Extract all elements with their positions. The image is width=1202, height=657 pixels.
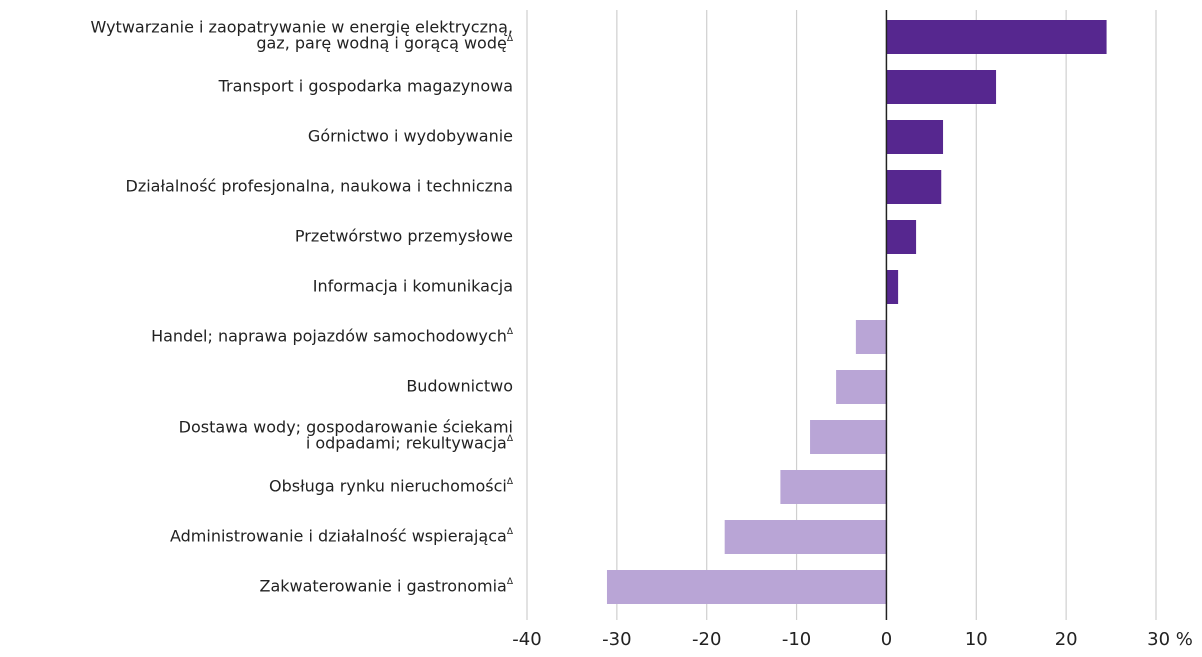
bar [855, 320, 887, 354]
y-tick-label: Zakwaterowanie i gastronomiaΔ [259, 577, 513, 596]
x-tick-label: 10 [965, 629, 988, 650]
x-tick-label: 20 [1055, 629, 1078, 650]
x-tick-label: -10 [782, 629, 811, 650]
bar [724, 520, 887, 554]
y-tick-label: Informacja i komunikacja [313, 277, 513, 296]
y-tick-label: Dostawa wody; gospodarowanie ściekami [179, 418, 513, 437]
y-tick-label: Administrowanie i działalność wspierając… [170, 527, 514, 546]
bar [810, 420, 887, 454]
y-tick-label: gaz, parę wodną i gorącą wodęΔ [256, 34, 513, 53]
bar [606, 570, 887, 604]
x-tick-label: -20 [692, 629, 721, 650]
y-tick-label: Transport i gospodarka magazynowa [218, 77, 513, 96]
bar [886, 220, 917, 254]
bar [780, 470, 887, 504]
y-tick-label: Przetwórstwo przemysłowe [295, 227, 513, 246]
x-tick-label: -30 [602, 629, 631, 650]
bar [836, 370, 887, 404]
y-tick-label: Budownictwo [406, 377, 513, 396]
grid [526, 10, 1157, 620]
bar [886, 20, 1107, 54]
y-tick-label: Handel; naprawa pojazdów samochodowychΔ [151, 327, 514, 346]
x-tick-label: 30 % [1147, 629, 1193, 650]
y-tick-label: Obsługa rynku nieruchomościΔ [269, 477, 514, 496]
y-tick-label: i odpadami; rekultywacjaΔ [306, 434, 514, 453]
bar [886, 270, 899, 304]
y-tick-label: Górnictwo i wydobywanie [308, 127, 513, 146]
bar [886, 170, 942, 204]
x-tick-label: 0 [881, 629, 892, 650]
x-tick-label: -40 [512, 629, 541, 650]
y-tick-label: Wytwarzanie i zaopatrywanie w energię el… [91, 18, 513, 37]
bar [886, 70, 997, 104]
y-tick-label: Działalność profesjonalna, naukowa i tec… [126, 177, 514, 196]
bar [886, 120, 944, 154]
